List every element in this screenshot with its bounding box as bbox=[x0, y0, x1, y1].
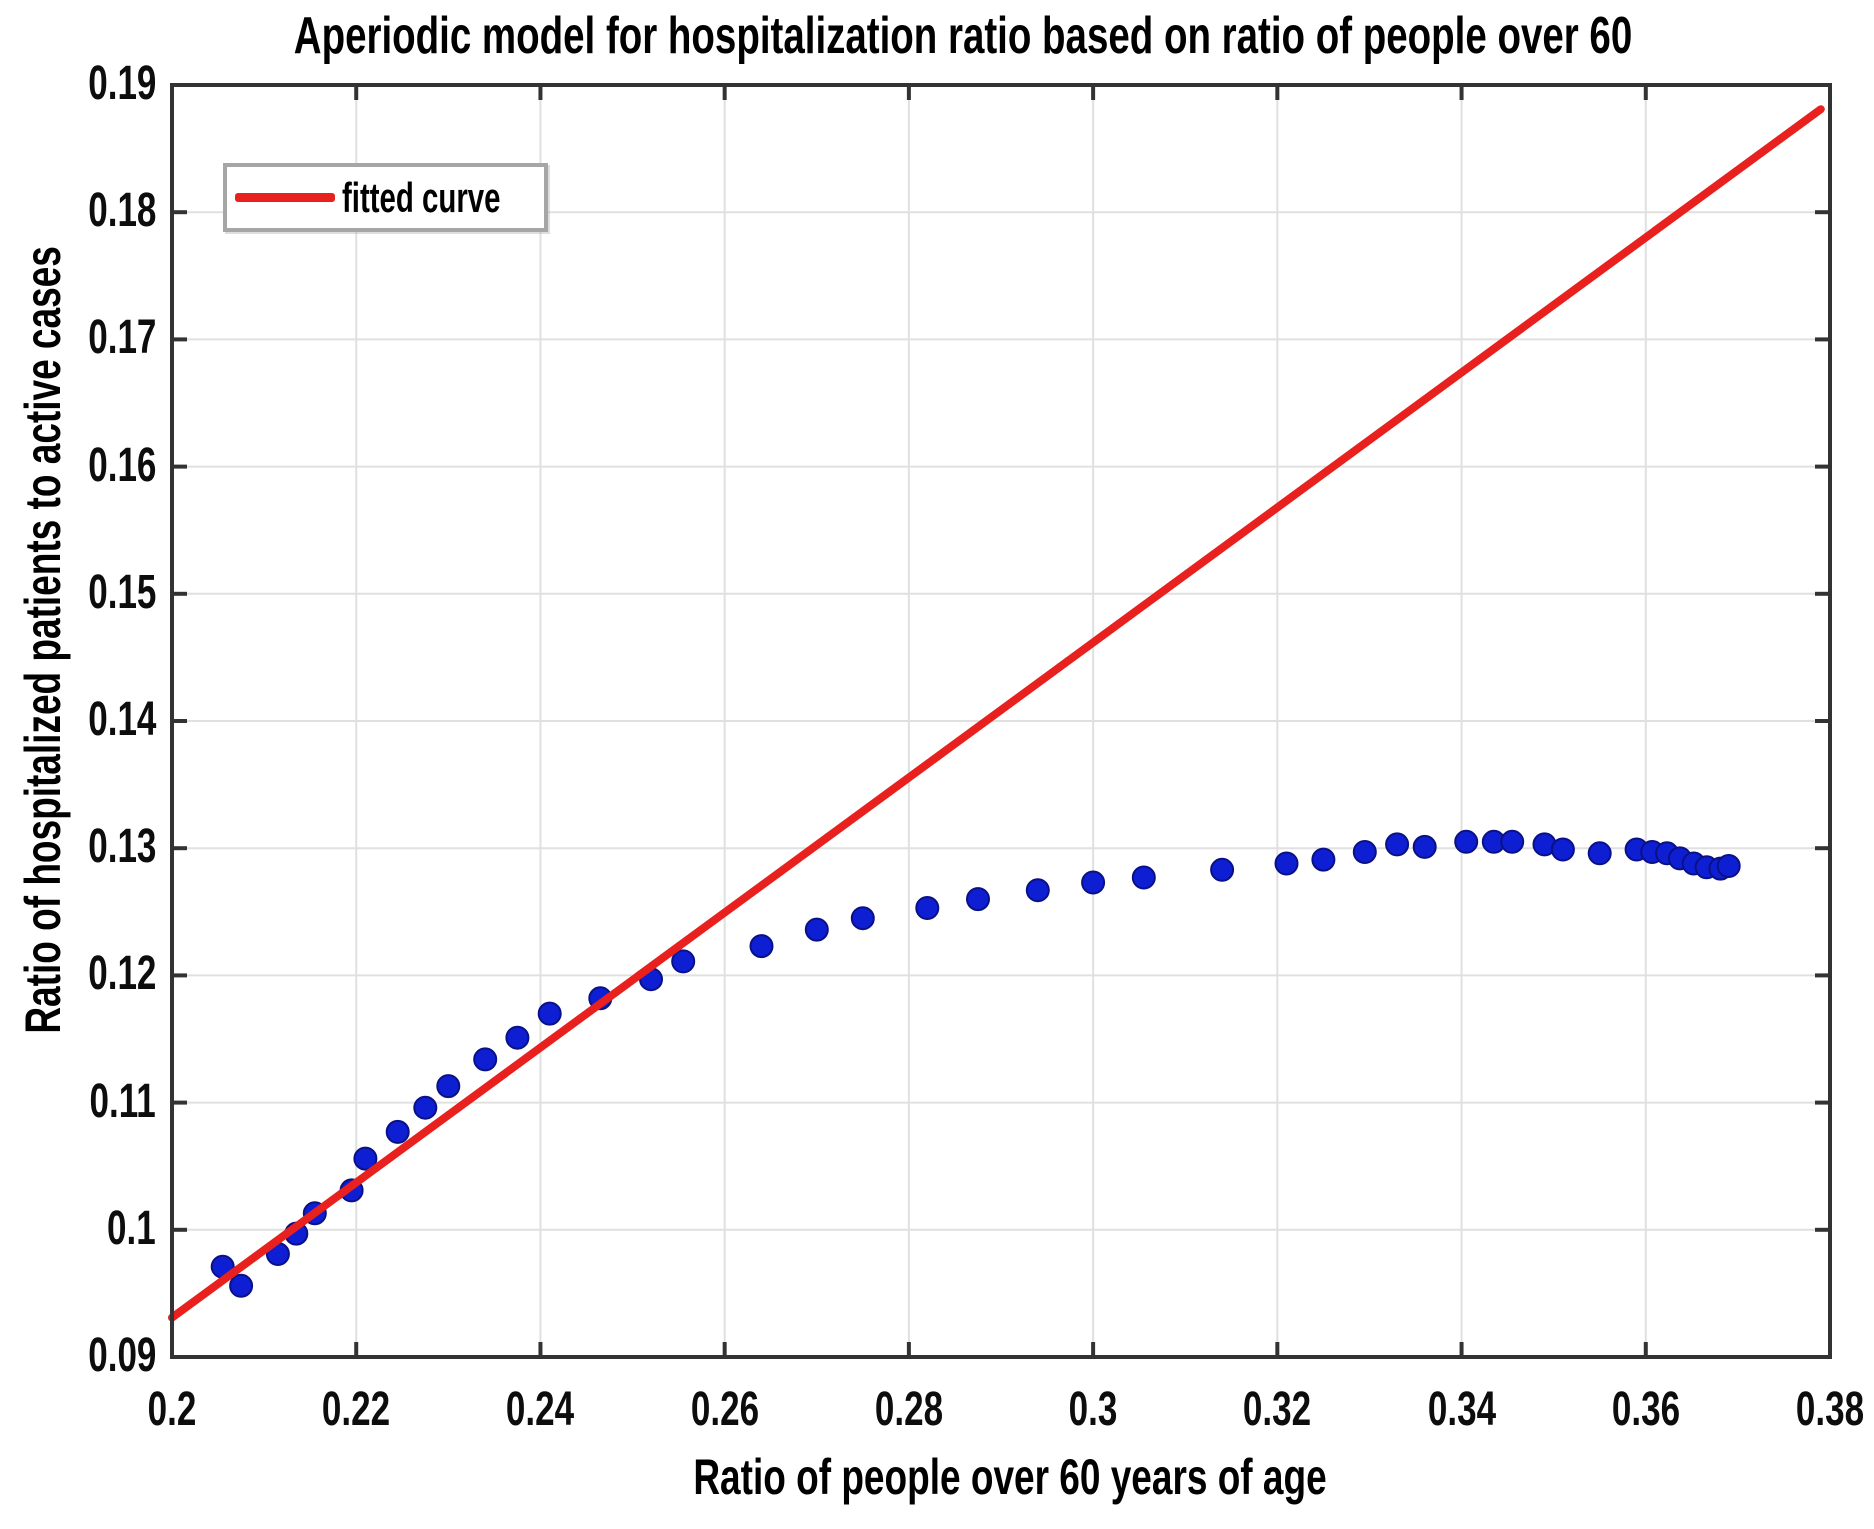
y-tick-label-text: 0.14 bbox=[87, 692, 156, 746]
y-tick-label: 0.14 bbox=[0, 692, 156, 746]
y-tick-label-text: 0.11 bbox=[89, 1074, 156, 1128]
y-tick-label: 0.13 bbox=[0, 821, 156, 873]
y-tick-label: 0.11 bbox=[0, 1074, 156, 1128]
y-tick-label-text: 0.12 bbox=[87, 947, 156, 1001]
y-tick-label-text: 0.17 bbox=[87, 311, 156, 365]
x-tick-label: 0.28 bbox=[862, 1384, 955, 1436]
scatter-points bbox=[210, 829, 1741, 1298]
chart-title-text: Aperiodic model for hospitalization rati… bbox=[293, 7, 1633, 65]
y-tick-label: 0.15 bbox=[0, 565, 156, 619]
x-tick-label-text: 0.28 bbox=[874, 1383, 943, 1436]
y-tick-label: 0.17 bbox=[0, 312, 156, 364]
x-tick-label: 0.34 bbox=[1415, 1384, 1508, 1436]
y-tick-label-text: 0.1 bbox=[107, 1201, 156, 1255]
x-tick-label: 0.3 bbox=[1060, 1384, 1127, 1436]
legend-line-swatch bbox=[235, 193, 335, 202]
y-tick-label-text: 0.13 bbox=[87, 820, 156, 874]
x-tick-label-text: 0.34 bbox=[1427, 1383, 1496, 1436]
tick-marks bbox=[170, 83, 1832, 1359]
x-tick-label: 0.24 bbox=[494, 1384, 587, 1436]
x-tick-label-text: 0.26 bbox=[690, 1383, 759, 1436]
x-tick-label-text: 0.22 bbox=[322, 1383, 391, 1436]
x-tick-label-text: 0.2 bbox=[147, 1383, 197, 1436]
x-tick-label: 0.38 bbox=[1783, 1384, 1874, 1436]
x-tick-label-text: 0.24 bbox=[506, 1383, 575, 1436]
y-tick-label: 0.12 bbox=[0, 948, 156, 1000]
y-tick-label: 0.18 bbox=[0, 185, 156, 237]
y-tick-label-text: 0.09 bbox=[87, 1328, 156, 1382]
y-axis-label-text: Ratio of hospitalized patients to active… bbox=[15, 246, 71, 1034]
y-tick-label: 0.16 bbox=[0, 438, 156, 492]
y-tick-label: 0.1 bbox=[0, 1201, 156, 1255]
x-axis-label: Ratio of people over 60 years of age bbox=[582, 1448, 1438, 1506]
y-tick-label: 0.09 bbox=[0, 1328, 156, 1382]
x-tick-label-text: 0.3 bbox=[1068, 1383, 1118, 1436]
x-tick-label: 0.32 bbox=[1231, 1384, 1324, 1436]
y-tick-label-text: 0.15 bbox=[87, 565, 156, 619]
y-tick-label-text: 0.18 bbox=[87, 184, 156, 238]
x-axis-label-text: Ratio of people over 60 years of age bbox=[693, 1449, 1327, 1505]
x-tick-label: 0.22 bbox=[310, 1384, 403, 1436]
chart-title: Aperiodic model for hospitalization rati… bbox=[59, 6, 1868, 66]
y-tick-label-text: 0.16 bbox=[87, 438, 156, 492]
x-tick-label-text: 0.38 bbox=[1795, 1383, 1865, 1436]
y-tick-label: 0.19 bbox=[0, 56, 156, 110]
fitted-curve-line bbox=[168, 105, 1825, 1322]
x-tick-label-text: 0.32 bbox=[1243, 1383, 1312, 1436]
grid-lines bbox=[171, 84, 1831, 1358]
x-tick-label-text: 0.36 bbox=[1611, 1383, 1680, 1436]
x-tick-label: 0.36 bbox=[1599, 1384, 1692, 1436]
x-tick-label: 0.2 bbox=[139, 1384, 206, 1436]
x-tick-label: 0.26 bbox=[678, 1384, 771, 1436]
y-tick-label-text: 0.19 bbox=[87, 56, 156, 110]
legend-label: fitted curve bbox=[342, 173, 501, 221]
legend: fitted curve bbox=[223, 163, 548, 232]
